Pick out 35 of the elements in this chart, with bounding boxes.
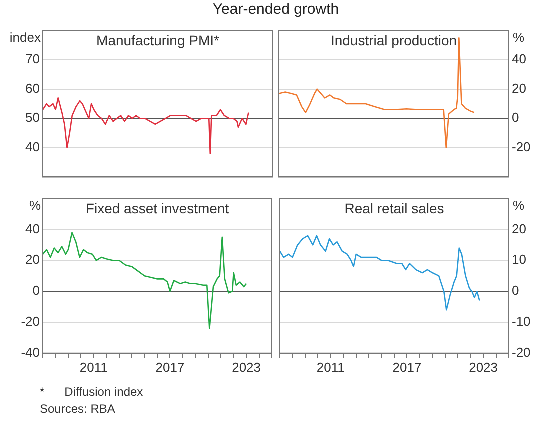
y-tick-label: 50 bbox=[26, 110, 40, 126]
x-tick-label: 2023 bbox=[469, 360, 498, 375]
y-tick-label: 40 bbox=[26, 140, 40, 154]
y2-axis-title: % bbox=[513, 30, 525, 45]
y2-tick-label: -20 bbox=[512, 140, 531, 154]
source-note: Sources: RBA bbox=[40, 401, 116, 418]
y2-tick-label: -10 bbox=[512, 314, 531, 330]
chart-title: Real retail sales bbox=[344, 200, 444, 217]
y-tick-label: 40 bbox=[26, 221, 40, 236]
chart-title: Manufacturing PMI* bbox=[96, 32, 220, 49]
y-tick-label: -40 bbox=[21, 344, 40, 360]
chart-subtitle: Year-ended growth bbox=[212, 0, 340, 20]
chart-title: Industrial production bbox=[330, 32, 458, 49]
y2-tick-label: 40 bbox=[512, 52, 526, 67]
chart-title: Fixed asset investment bbox=[86, 200, 230, 217]
y2-tick-label: 20 bbox=[512, 80, 526, 96]
x-tick-label: 2017 bbox=[156, 360, 185, 375]
y2-tick-label: 10 bbox=[512, 252, 526, 268]
y-tick-label: -20 bbox=[21, 314, 40, 330]
y-tick-label: 20 bbox=[26, 252, 40, 268]
y-tick-label: 0 bbox=[32, 283, 40, 298]
x-tick-label: 2023 bbox=[232, 360, 262, 375]
y-axis-title: index bbox=[10, 30, 42, 45]
x-tick-label: 2017 bbox=[392, 360, 422, 375]
x-tick-label: 2011 bbox=[316, 360, 345, 375]
text: * Diffusion index bbox=[40, 384, 144, 401]
y-tick-label: 70 bbox=[26, 52, 40, 67]
y2-tick-label: -20 bbox=[512, 344, 531, 360]
y2-tick-label: 0 bbox=[512, 283, 520, 298]
x-tick-label: 2011 bbox=[80, 360, 108, 375]
y-tick-label: 60 bbox=[26, 80, 40, 96]
y2-tick-label: 0 bbox=[512, 110, 520, 126]
y2-tick-label: 20 bbox=[512, 221, 526, 236]
y-axis-title: % bbox=[29, 198, 42, 213]
y2-axis-title: % bbox=[513, 198, 525, 213]
